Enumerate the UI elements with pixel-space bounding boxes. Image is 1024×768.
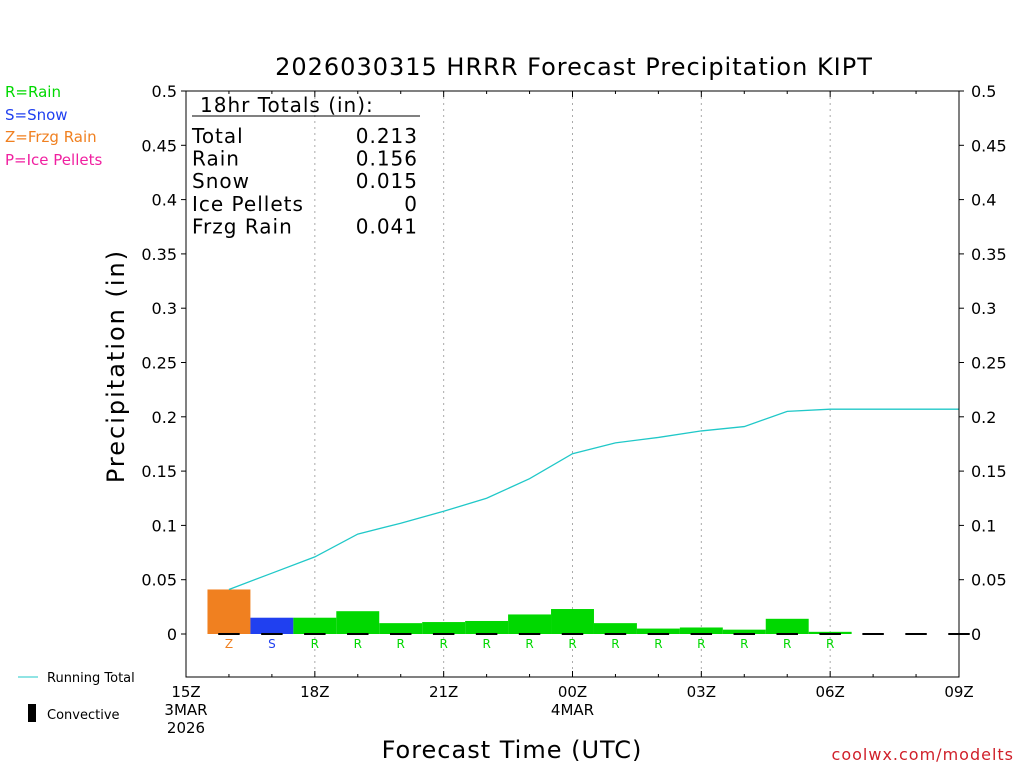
x-tick-label: 09Z: [944, 683, 973, 701]
running-total-line: [228, 408, 959, 591]
legend-ice-pellets: P=Ice Pellets: [5, 150, 103, 169]
precip-bar: [722, 629, 766, 634]
precip-bar: [508, 614, 552, 634]
y-tick-label-right: 0.35: [971, 245, 1007, 264]
x-tick-label: 3MAR: [164, 701, 207, 719]
precip-bar: [808, 631, 852, 634]
totals-value: 0.015: [356, 169, 418, 193]
totals-label: Frzg Rain: [192, 214, 293, 238]
precip-type-label: R: [568, 637, 576, 651]
y-tick-label-left: 0: [167, 625, 177, 644]
y-tick-label-right: 0.45: [971, 136, 1007, 155]
running-total-label: Running Total: [47, 671, 135, 686]
site-credit: coolwx.com/modelts: [831, 745, 1014, 764]
precip-bar: [207, 589, 251, 634]
totals-box: 18hr Totals (in): Total 0.213 Rain 0.156 Sno…: [191, 93, 420, 238]
y-tick-label-right: 0.3: [971, 299, 996, 318]
legend-rain: R=Rain: [5, 83, 61, 101]
precip-type-label: R: [697, 637, 705, 651]
precip-type-label: R: [740, 637, 748, 651]
totals-label: Total: [191, 124, 244, 148]
axes: 0 0 0.05 0.05 0.1 0.1 0.15 0.15 0.2 0.2 0.25 0.25 0.…: [141, 82, 1006, 737]
precip-bar: [379, 623, 423, 634]
y-tick-label-right: 0.25: [971, 354, 1007, 373]
legend-snow: S=Snow: [5, 105, 68, 124]
precip-bar: [336, 611, 380, 634]
precip-type-label: R: [783, 637, 791, 651]
x-tick-label: 18Z: [300, 683, 329, 701]
precip-type-label: R: [525, 637, 533, 651]
y-tick-label-left: 0.2: [152, 408, 177, 427]
y-tick-label-right: 0.1: [971, 516, 996, 535]
precip-type-label: Z: [225, 637, 233, 651]
x-tick-label: 21Z: [429, 683, 458, 701]
totals-value: 0.213: [356, 124, 418, 148]
convective-swatch: [28, 704, 36, 722]
y-tick-label-right: 0.05: [971, 571, 1007, 590]
precip-type-label: R: [311, 637, 319, 651]
y-tick-label-left: 0.15: [141, 462, 177, 481]
y-tick-label-right: 0.15: [971, 462, 1007, 481]
x-tick-label: 00Z: [558, 683, 587, 701]
precip-type-label: R: [654, 637, 662, 651]
precip-type-label: R: [354, 637, 362, 651]
totals-value: 0.041: [356, 214, 418, 238]
precip-type-label: R: [611, 637, 619, 651]
x-axis-label: Forecast Time (UTC): [382, 736, 643, 764]
y-tick-label-left: 0.5: [152, 82, 177, 101]
footer-legend: Running Total Convective: [18, 671, 135, 723]
precip-type-label: R: [482, 637, 490, 651]
precip-type-label: R: [397, 637, 405, 651]
x-tick-label: 06Z: [815, 683, 844, 701]
precip-bar: [765, 618, 809, 634]
x-tick-label: 2026: [167, 719, 205, 737]
precip-type-label: S: [268, 637, 276, 651]
y-tick-label-left: 0.05: [141, 571, 177, 590]
legend-frzg-rain: Z=Frzg Rain: [5, 128, 97, 146]
chart-title: 2026030315 HRRR Forecast Precipitation K…: [275, 53, 873, 81]
precip-bar: [636, 628, 680, 634]
precip-bar: [593, 623, 637, 634]
totals-label: Rain: [192, 147, 240, 171]
y-axis-label: Precipitation (in): [102, 249, 130, 483]
precip-bar: [465, 620, 509, 634]
y-tick-label-left: 0.4: [152, 191, 177, 210]
x-tick-label: 03Z: [687, 683, 716, 701]
y-tick-label-left: 0.45: [141, 136, 177, 155]
y-tick-label-left: 0.25: [141, 354, 177, 373]
x-tick-label: 15Z: [171, 683, 200, 701]
precip-bar: [250, 617, 294, 634]
y-tick-label-right: 0: [971, 625, 981, 644]
y-tick-label-right: 0.5: [971, 82, 996, 101]
grid-lines: [314, 91, 831, 677]
totals-value: 0: [404, 192, 418, 216]
precip-bar: [679, 627, 723, 634]
running-total-layer: [228, 408, 959, 591]
y-tick-label-right: 0.4: [971, 191, 996, 210]
x-tick-label: 4MAR: [551, 701, 594, 719]
totals-value: 0.156: [356, 147, 418, 171]
totals-heading: 18hr Totals (in):: [200, 93, 374, 117]
precip-type-label: R: [439, 637, 447, 651]
convective-label: Convective: [47, 708, 120, 723]
totals-label: Snow: [192, 169, 250, 193]
y-tick-label-right: 0.2: [971, 408, 996, 427]
y-tick-label-left: 0.1: [152, 516, 177, 535]
precip-bar: [551, 609, 594, 634]
precip-type-legend: R=Rain S=Snow Z=Frzg Rain P=Ice Pellets: [5, 81, 102, 171]
precip-type-label: R: [826, 637, 834, 651]
y-tick-label-left: 0.35: [141, 245, 177, 264]
totals-label: Ice Pellets: [192, 192, 304, 216]
precip-bar: [422, 622, 466, 634]
y-tick-label-left: 0.3: [152, 299, 177, 318]
precip-bar: [293, 617, 337, 634]
